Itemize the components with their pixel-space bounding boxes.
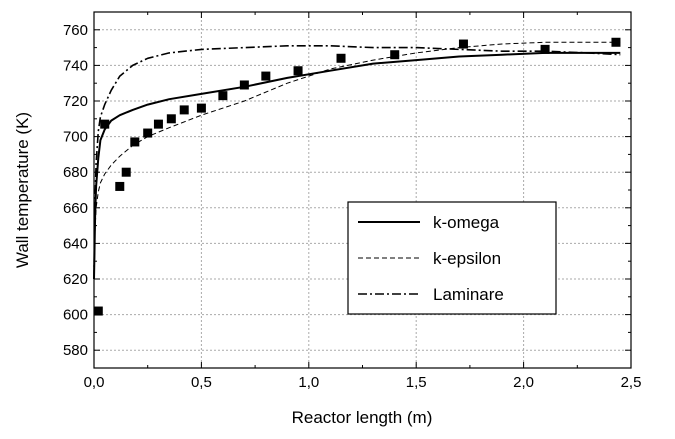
x-axis-label: Reactor length (m)	[292, 408, 433, 427]
y-tick-label: 580	[63, 342, 88, 359]
y-tick-label: 700	[63, 129, 88, 146]
data-point-marker	[390, 50, 400, 60]
data-point-marker	[611, 37, 621, 47]
x-tick-label: 0,0	[84, 374, 105, 391]
x-tick-label: 2,5	[621, 374, 642, 391]
y-tick-label: 600	[63, 307, 88, 324]
data-point-marker	[196, 103, 206, 113]
data-point-marker	[153, 119, 163, 129]
y-tick-label: 720	[63, 93, 88, 110]
legend: k-omega k-epsilon Laminare	[347, 201, 557, 315]
data-point-marker	[143, 128, 153, 138]
data-point-marker	[130, 137, 140, 147]
legend-label-k-epsilon: k-epsilon	[433, 249, 501, 268]
y-tick-label: 660	[63, 200, 88, 217]
data-point-marker	[218, 91, 228, 101]
x-tick-label: 0,5	[191, 374, 212, 391]
y-tick-label: 620	[63, 271, 88, 288]
data-point-marker	[100, 119, 110, 129]
y-axis-label: Wall temperature (K)	[13, 112, 32, 268]
x-tick-label: 2,0	[513, 374, 534, 391]
series-line-laminare	[93, 44, 621, 280]
x-tick-label: 1,0	[298, 374, 319, 391]
x-tick-label: 1,5	[406, 374, 427, 391]
y-tick-label: 760	[63, 22, 88, 39]
y-tick-label: 640	[63, 235, 88, 252]
series-layer	[93, 41, 621, 280]
marker-layer	[93, 37, 621, 316]
data-point-marker	[121, 167, 131, 177]
data-point-marker	[336, 53, 346, 63]
data-point-marker	[93, 306, 103, 316]
data-point-marker	[261, 71, 271, 81]
y-tick-label: 680	[63, 164, 88, 181]
data-point-marker	[239, 80, 249, 90]
data-point-marker	[115, 181, 125, 191]
data-point-marker	[179, 105, 189, 115]
data-point-marker	[458, 39, 468, 49]
data-point-marker	[540, 44, 550, 54]
legend-label-laminare: Laminare	[433, 285, 504, 304]
series-line-k-omega	[93, 51, 621, 280]
legend-label-k-omega: k-omega	[433, 213, 500, 232]
data-point-marker	[293, 66, 303, 76]
series-line-k-epsilon	[93, 41, 621, 280]
axes: 0,0 0,5 1,0 1,5 2,0 2,5 580 600 620 640 660 680 700 7…	[63, 11, 642, 391]
y-tick-label: 740	[63, 57, 88, 74]
data-point-marker	[166, 114, 176, 124]
